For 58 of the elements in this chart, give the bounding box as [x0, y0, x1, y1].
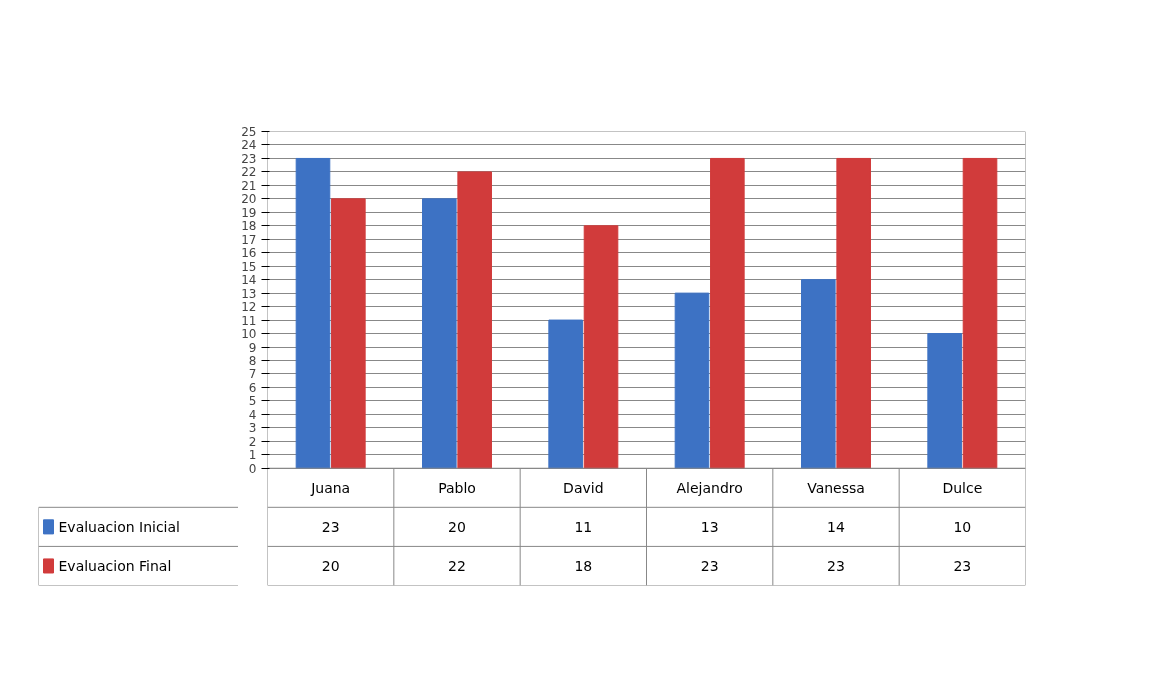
y-tick-label: 20 [241, 192, 257, 207]
x-tick-label: Pablo [438, 479, 476, 496]
bar [548, 319, 583, 469]
data-label: 10 [953, 518, 972, 535]
y-tick-label: 10 [241, 327, 257, 342]
y-tick-label: 0 [248, 461, 257, 476]
data-label: 18 [574, 557, 593, 574]
data-label: 20 [448, 518, 466, 535]
bar [674, 292, 710, 469]
y-tick-label: 4 [248, 407, 257, 422]
y-tick-label: 5 [248, 394, 257, 409]
bar [927, 333, 962, 469]
y-tick-label: 7 [248, 367, 257, 382]
x-tick-label: Alejandro [676, 479, 743, 496]
data-label: 23 [700, 557, 719, 574]
data-label: 14 [827, 518, 845, 535]
bar [457, 171, 492, 469]
y-tick-label: 19 [241, 205, 257, 220]
bar [583, 225, 619, 469]
data-label: 11 [574, 518, 593, 535]
y-tick-label: 14 [241, 273, 257, 288]
data-label: 23 [321, 518, 340, 535]
y-tick-label: 1 [248, 448, 257, 463]
bar [331, 198, 366, 469]
y-tick-label: 8 [248, 353, 257, 368]
legend-label: Evaluacion Inicial [58, 518, 180, 535]
bar [295, 157, 331, 469]
y-tick-label: 17 [241, 232, 257, 247]
x-tick-label: David [563, 479, 604, 496]
y-tick-label: 21 [241, 178, 257, 193]
y-tick-label: 16 [241, 246, 257, 261]
y-tick-label: 24 [241, 138, 257, 153]
y-tick-label: 2 [248, 434, 257, 449]
y-tick-label: 18 [241, 219, 257, 234]
data-label: 23 [953, 557, 972, 574]
bar [962, 157, 998, 469]
y-tick-label: 9 [248, 340, 257, 355]
y-tick-label: 22 [241, 165, 257, 180]
data-label: 22 [448, 557, 466, 574]
x-tick-label: Dulce [942, 479, 983, 496]
y-tick-label: 15 [241, 259, 257, 274]
data-label: 13 [700, 518, 719, 535]
bar [801, 279, 836, 469]
y-tick-label: 25 [241, 125, 257, 139]
legend-label: Evaluacion Final [58, 557, 172, 574]
y-tick-label: 11 [241, 313, 257, 328]
data-label: 20 [321, 557, 340, 574]
y-tick-label: 6 [248, 380, 257, 395]
y-tick-label: 13 [241, 286, 257, 301]
bar [836, 157, 871, 469]
data-label: 23 [827, 557, 845, 574]
x-tick-label: Vanessa [807, 479, 865, 496]
y-tick-label: 23 [241, 151, 257, 166]
x-tick-label: Juana [310, 479, 351, 496]
y-tick-label: 12 [241, 300, 257, 315]
y-tick-label: 3 [248, 421, 257, 436]
bar [710, 157, 745, 469]
bar [422, 198, 457, 469]
